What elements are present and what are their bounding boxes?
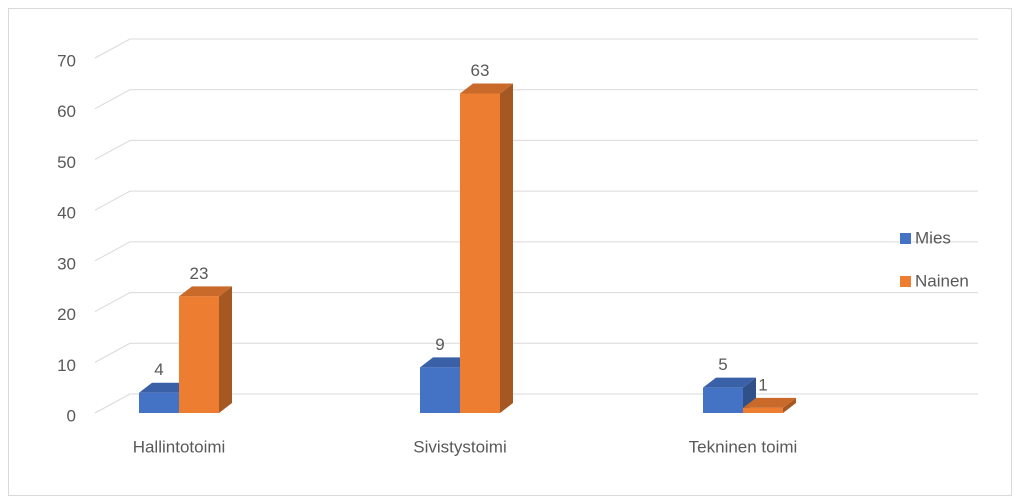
- y-tick-label: 20: [57, 305, 76, 324]
- bar-top: [139, 382, 192, 393]
- grid-line: [94, 38, 978, 59]
- legend-swatch: [900, 233, 911, 244]
- y-tick-label: 70: [57, 51, 76, 70]
- bar: [703, 387, 743, 413]
- bar: [139, 392, 179, 413]
- legend-label: Nainen: [915, 271, 969, 290]
- data-label: 1: [758, 375, 767, 394]
- bar-top: [703, 377, 756, 388]
- bar-side: [783, 397, 796, 413]
- data-label: 63: [471, 61, 490, 80]
- data-label: 4: [154, 360, 163, 379]
- y-tick-label: 10: [57, 356, 76, 375]
- grid-line: [94, 190, 978, 211]
- y-tick-label: 50: [57, 153, 76, 172]
- bar: [420, 367, 460, 413]
- bar-top: [460, 83, 513, 94]
- grid-line: [94, 89, 978, 110]
- data-label: 9: [435, 335, 444, 354]
- y-tick-label: 40: [57, 204, 76, 223]
- data-label: 5: [718, 355, 727, 374]
- data-label: 23: [190, 264, 209, 283]
- x-tick-label: Hallintotoimi: [133, 437, 226, 456]
- legend-swatch: [900, 276, 911, 287]
- y-tick-label: 0: [67, 406, 76, 425]
- y-tick-label: 30: [57, 254, 76, 273]
- bar-top: [743, 397, 796, 408]
- x-tick-label: Sivistystoimi: [413, 437, 507, 456]
- grid-line: [94, 139, 978, 160]
- y-tick-label: 60: [57, 102, 76, 121]
- bar-top: [179, 286, 232, 297]
- grid-line: [94, 292, 978, 313]
- bar-top: [420, 357, 473, 368]
- grid-line: [94, 342, 978, 363]
- bar: [179, 296, 219, 413]
- bar-side: [219, 286, 232, 413]
- x-tick-label: Tekninen toimi: [689, 437, 798, 456]
- grid-line: [94, 241, 978, 262]
- grid-line: [94, 393, 978, 414]
- bar: [460, 93, 500, 413]
- bar: [743, 407, 783, 413]
- bar-side: [500, 83, 513, 413]
- legend-label: Mies: [915, 228, 951, 247]
